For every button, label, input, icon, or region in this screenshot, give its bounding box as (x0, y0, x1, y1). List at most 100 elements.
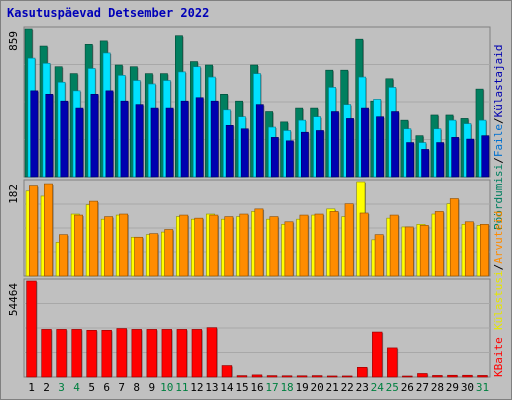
x-tick-label: 2 (43, 381, 50, 394)
bar (225, 125, 235, 178)
bar (239, 213, 250, 277)
bar (164, 229, 174, 277)
bar (29, 185, 39, 277)
bar (134, 236, 144, 277)
y-max-label: 859 (7, 31, 20, 51)
bar (404, 226, 415, 277)
x-tick-label: 20 (311, 381, 324, 394)
bar (406, 142, 415, 178)
bar (434, 211, 445, 277)
x-tick-label: 6 (103, 381, 110, 394)
bar (372, 331, 384, 378)
legend-middle: Külastusi/Arvuteid (492, 211, 505, 330)
legend-entry: / (492, 117, 505, 124)
bar (479, 224, 490, 277)
x-tick-label: 18 (280, 381, 293, 394)
bar (329, 211, 340, 277)
bar (194, 217, 204, 277)
x-tick-label: 28 (431, 381, 444, 394)
x-tick-label: 26 (401, 381, 414, 394)
x-tick-label: 5 (88, 381, 95, 394)
x-tick-label: 31 (476, 381, 489, 394)
bar (165, 107, 175, 178)
legend-entry: Pöördumisi (492, 164, 505, 230)
y-max-label: 54464 (7, 283, 20, 316)
bar (60, 100, 69, 178)
bar (432, 375, 444, 378)
bar (285, 140, 295, 178)
bar (387, 347, 399, 378)
x-tick-label: 1 (28, 381, 35, 394)
bar (466, 138, 475, 178)
legend-entry: / (492, 157, 505, 164)
x-tick-label: 7 (118, 381, 125, 394)
bar (316, 130, 325, 178)
bar (374, 234, 385, 277)
bar (281, 375, 293, 378)
bar (101, 329, 113, 378)
bar (314, 213, 325, 277)
x-tick-label: 12 (190, 381, 203, 394)
bar (240, 128, 250, 178)
bar (284, 221, 295, 277)
bar (346, 118, 355, 178)
bar (417, 373, 429, 378)
bar (296, 375, 308, 378)
x-tick-label: 14 (220, 381, 234, 394)
bar (149, 233, 159, 277)
bar (45, 93, 54, 178)
bar (344, 203, 355, 277)
bar (451, 137, 460, 178)
bar (270, 137, 280, 178)
bar (376, 116, 385, 178)
x-tick-label: 27 (416, 381, 429, 394)
bar (119, 213, 129, 277)
bar (255, 104, 265, 178)
x-tick-label: 15 (235, 381, 248, 394)
bar (86, 329, 98, 378)
y-max-label: 182 (7, 184, 20, 204)
bar (116, 328, 128, 378)
bar (357, 367, 369, 378)
bar (477, 375, 489, 378)
bar (30, 90, 39, 178)
bar (342, 375, 354, 378)
bar (44, 183, 54, 277)
bar (74, 214, 84, 277)
bar (59, 234, 69, 277)
bar (266, 375, 278, 378)
bar (56, 329, 68, 378)
x-tick-label: 13 (205, 381, 218, 394)
legend-entry: Faile (492, 124, 505, 157)
legend-entry: Külastajaid (492, 45, 505, 118)
bar (104, 216, 114, 277)
bar (254, 208, 265, 277)
bar (120, 100, 130, 178)
bar (436, 142, 445, 178)
bar (311, 375, 324, 378)
bar (300, 131, 310, 178)
bar (191, 329, 203, 378)
x-tick-label: 16 (250, 381, 263, 394)
bar (221, 365, 233, 378)
x-tick-label: 21 (326, 381, 339, 394)
bar (195, 97, 205, 178)
x-tick-label: 23 (356, 381, 369, 394)
bar (449, 198, 460, 277)
bar (135, 104, 145, 178)
bar (251, 374, 263, 378)
x-tick-label: 22 (341, 381, 354, 394)
bar (75, 107, 85, 178)
legend-entry: / (492, 264, 505, 271)
bar (359, 212, 370, 277)
legend-top: Pöördumisi/Faile/Külastajaid (492, 45, 505, 230)
bar (210, 100, 220, 178)
bar (105, 90, 115, 178)
x-tick-label: 17 (265, 381, 278, 394)
bar (209, 214, 219, 277)
bar (447, 374, 459, 378)
bar (236, 375, 248, 378)
bar (161, 329, 173, 378)
bar (71, 329, 83, 378)
